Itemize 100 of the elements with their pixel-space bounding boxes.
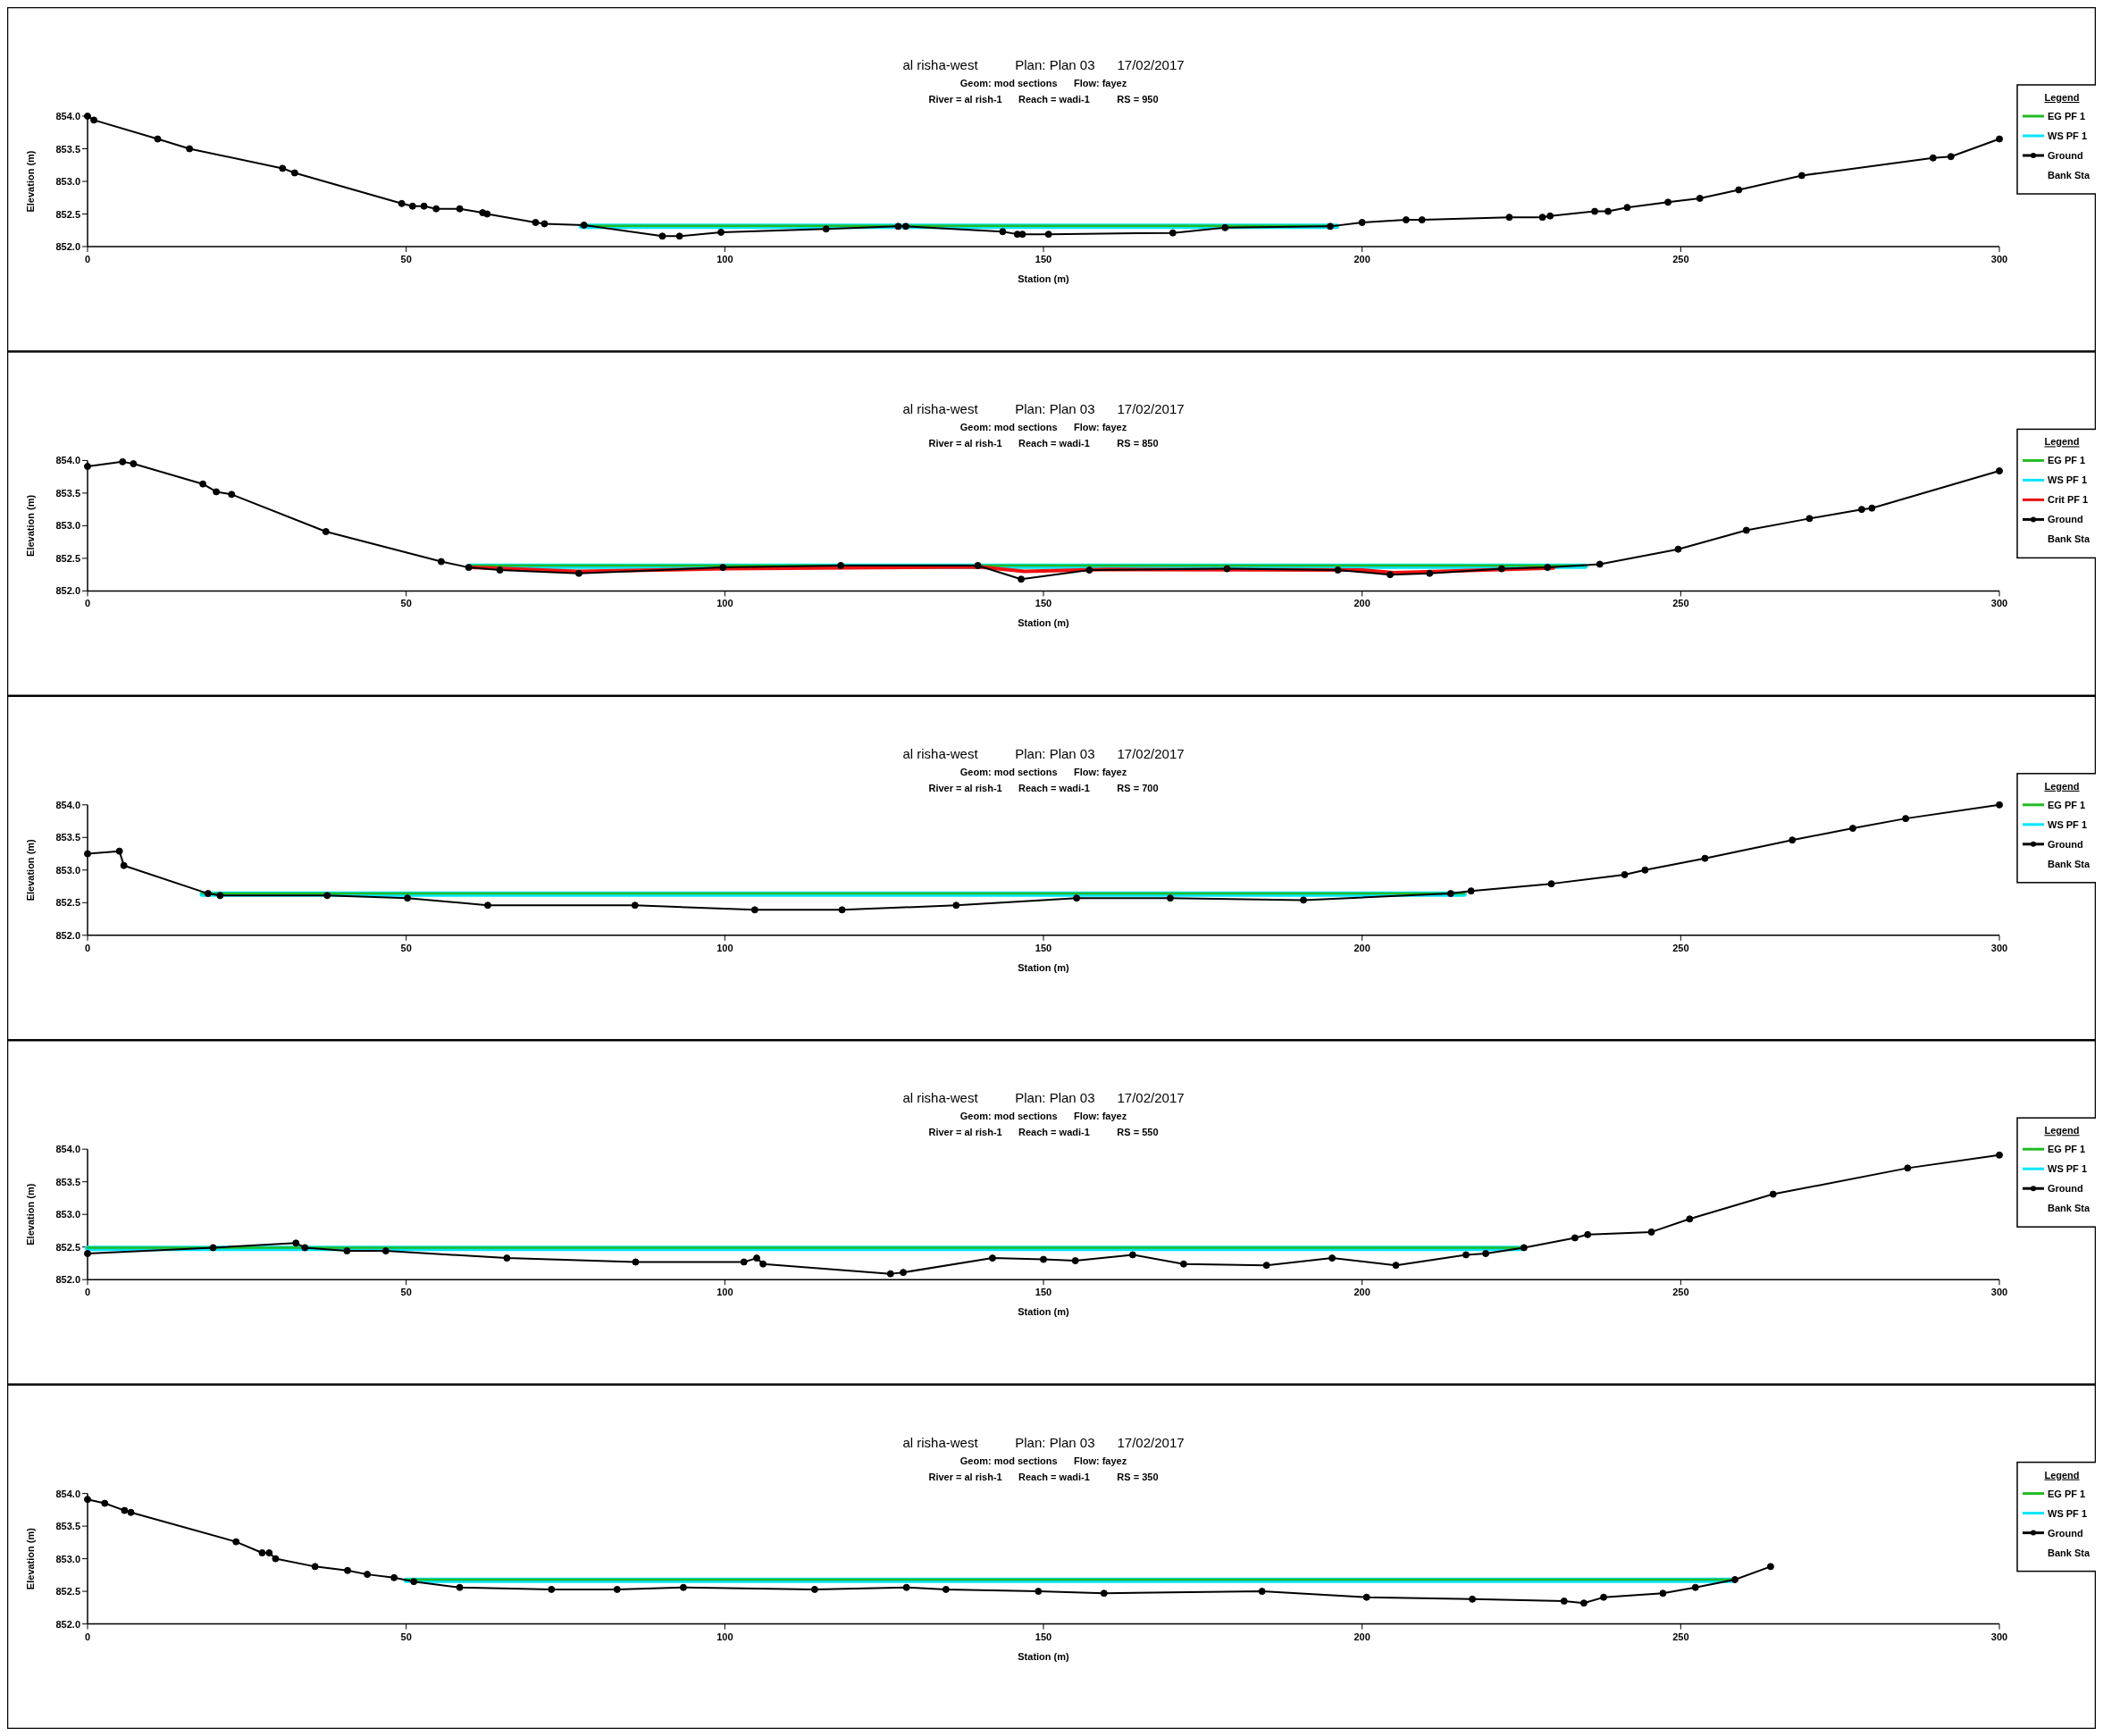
legend-title: Legend xyxy=(2044,92,2080,103)
y-tick-label: 853.0 xyxy=(55,1553,80,1564)
legend-label: Ground xyxy=(2048,1183,2083,1195)
x-tick-label: 0 xyxy=(84,1287,91,1298)
legend-label: WS PF 1 xyxy=(2048,1163,2088,1175)
legend-label: WS PF 1 xyxy=(2048,474,2088,486)
x-tick-label: 200 xyxy=(1353,942,1370,953)
x-tick-label: 200 xyxy=(1353,1287,1370,1298)
x-tick-label: 150 xyxy=(1035,1631,1052,1642)
legend-label: EG PF 1 xyxy=(2048,111,2086,122)
x-tick-label: 250 xyxy=(1672,598,1689,609)
x-axis-title: Station (m) xyxy=(1018,617,1070,629)
chart-title: al risha-west Plan: Plan 03 17/02/2017 xyxy=(902,1434,1185,1450)
y-tick-label: 853.0 xyxy=(55,1209,80,1220)
x-tick-label: 100 xyxy=(716,1631,733,1642)
x-tick-label: 300 xyxy=(1990,1287,2008,1298)
legend-label: EG PF 1 xyxy=(2048,455,2086,466)
x-tick-label: 0 xyxy=(84,942,91,953)
legend-label: Crit PF 1 xyxy=(2048,494,2089,506)
y-tick-label: 852.0 xyxy=(55,1618,80,1630)
legend-label: Ground xyxy=(2048,150,2083,161)
x-tick-label: 200 xyxy=(1353,598,1370,609)
x-tick-label: 100 xyxy=(716,598,733,609)
x-axis-title: Station (m) xyxy=(1018,1650,1070,1662)
legend-label: Ground xyxy=(2048,838,2083,850)
y-axis-title: Elevation (m) xyxy=(25,1527,36,1590)
legend-label: WS PF 1 xyxy=(2048,818,2088,830)
chart-subtitle: Geom: mod sections Flow: fayez xyxy=(959,78,1127,88)
legend-title: Legend xyxy=(2044,780,2080,792)
x-tick-label: 50 xyxy=(400,598,412,609)
y-tick-label: 852.0 xyxy=(55,929,80,941)
y-tick-label: 853.5 xyxy=(55,487,80,499)
x-tick-label: 50 xyxy=(400,1287,412,1298)
chart-subtitle: Geom: mod sections Flow: fayez xyxy=(959,1455,1127,1466)
x-tick-label: 0 xyxy=(84,1631,91,1642)
x-tick-label: 300 xyxy=(1990,1631,2008,1642)
chart-subtitle: Geom: mod sections Flow: fayez xyxy=(959,422,1127,433)
x-tick-label: 300 xyxy=(1990,942,2008,953)
legend-label: Ground xyxy=(2048,1527,2083,1539)
text: Bank Sta xyxy=(2048,1203,2090,1214)
text: River = al rish-1 Reach = wadi-1 RS = 850 xyxy=(928,438,1159,449)
x-tick-label: 150 xyxy=(1035,598,1052,609)
legend-title: Legend xyxy=(2044,1125,2080,1136)
chart-title: al risha-west Plan: Plan 03 17/02/2017 xyxy=(902,1090,1185,1106)
y-tick-label: 854.0 xyxy=(55,1488,80,1499)
x-tick-label: 250 xyxy=(1672,254,1689,264)
text: River = al rish-1 Reach = wadi-1 RS = 350 xyxy=(928,1471,1159,1482)
x-tick-label: 150 xyxy=(1035,1287,1052,1298)
legend-label: EG PF 1 xyxy=(2048,1144,2086,1155)
x-tick-label: 300 xyxy=(1990,254,2008,264)
legend-label: EG PF 1 xyxy=(2048,1488,2086,1499)
x-tick-label: 100 xyxy=(716,254,733,264)
x-tick-label: 50 xyxy=(400,942,412,953)
chart-subtitle: Geom: mod sections Flow: fayez xyxy=(959,1111,1127,1122)
y-tick-label: 852.5 xyxy=(55,1586,80,1598)
text: Bank Sta xyxy=(2048,170,2090,180)
y-tick-label: 852.5 xyxy=(55,552,80,564)
y-axis-title: Elevation (m) xyxy=(25,838,36,902)
y-tick-label: 852.5 xyxy=(55,208,80,220)
x-tick-label: 200 xyxy=(1353,1631,1370,1642)
x-tick-label: 250 xyxy=(1672,942,1689,953)
y-tick-label: 853.5 xyxy=(55,1176,80,1187)
x-tick-label: 50 xyxy=(400,1631,412,1642)
x-axis-title: Station (m) xyxy=(1018,273,1070,284)
x-tick-label: 100 xyxy=(716,1287,733,1298)
y-axis-title: Elevation (m) xyxy=(25,1183,36,1245)
x-tick-label: 0 xyxy=(84,598,91,609)
y-tick-label: 854.0 xyxy=(55,111,80,122)
y-tick-label: 852.5 xyxy=(55,897,80,909)
y-tick-label: 853.5 xyxy=(55,143,80,155)
y-tick-label: 852.0 xyxy=(55,585,80,597)
x-tick-label: 50 xyxy=(400,254,412,264)
y-tick-label: 853.0 xyxy=(55,864,80,876)
y-tick-label: 852.0 xyxy=(55,241,80,252)
x-tick-label: 200 xyxy=(1353,254,1370,264)
y-tick-label: 853.0 xyxy=(55,176,80,187)
legend-title: Legend xyxy=(2044,436,2080,448)
text: Bank Sta xyxy=(2048,533,2090,545)
y-axis-title: Elevation (m) xyxy=(25,494,36,557)
legend-label: EG PF 1 xyxy=(2048,799,2086,810)
text: River = al rish-1 Reach = wadi-1 RS = 950 xyxy=(928,94,1159,105)
x-tick-label: 300 xyxy=(1990,598,2008,609)
x-tick-label: 0 xyxy=(84,254,91,264)
y-tick-label: 853.5 xyxy=(55,832,80,843)
x-tick-label: 250 xyxy=(1672,1287,1689,1298)
text: River = al rish-1 Reach = wadi-1 RS = 700 xyxy=(928,782,1159,793)
legend-label: WS PF 1 xyxy=(2048,130,2088,141)
y-tick-label: 854.0 xyxy=(55,455,80,466)
y-tick-label: 853.0 xyxy=(55,520,80,532)
y-tick-label: 852.0 xyxy=(55,1274,80,1286)
chart-title: al risha-west Plan: Plan 03 17/02/2017 xyxy=(902,57,1185,72)
legend-label: Ground xyxy=(2048,514,2083,525)
x-tick-label: 150 xyxy=(1035,254,1052,264)
chart-title: al risha-west Plan: Plan 03 17/02/2017 xyxy=(902,401,1185,417)
legend-title: Legend xyxy=(2044,1469,2080,1480)
chart-title: al risha-west Plan: Plan 03 17/02/2017 xyxy=(902,745,1185,761)
x-tick-label: 100 xyxy=(716,942,733,953)
y-axis-title: Elevation (m) xyxy=(25,150,36,213)
legend-label: WS PF 1 xyxy=(2048,1507,2088,1519)
text: Bank Sta xyxy=(2048,858,2090,869)
